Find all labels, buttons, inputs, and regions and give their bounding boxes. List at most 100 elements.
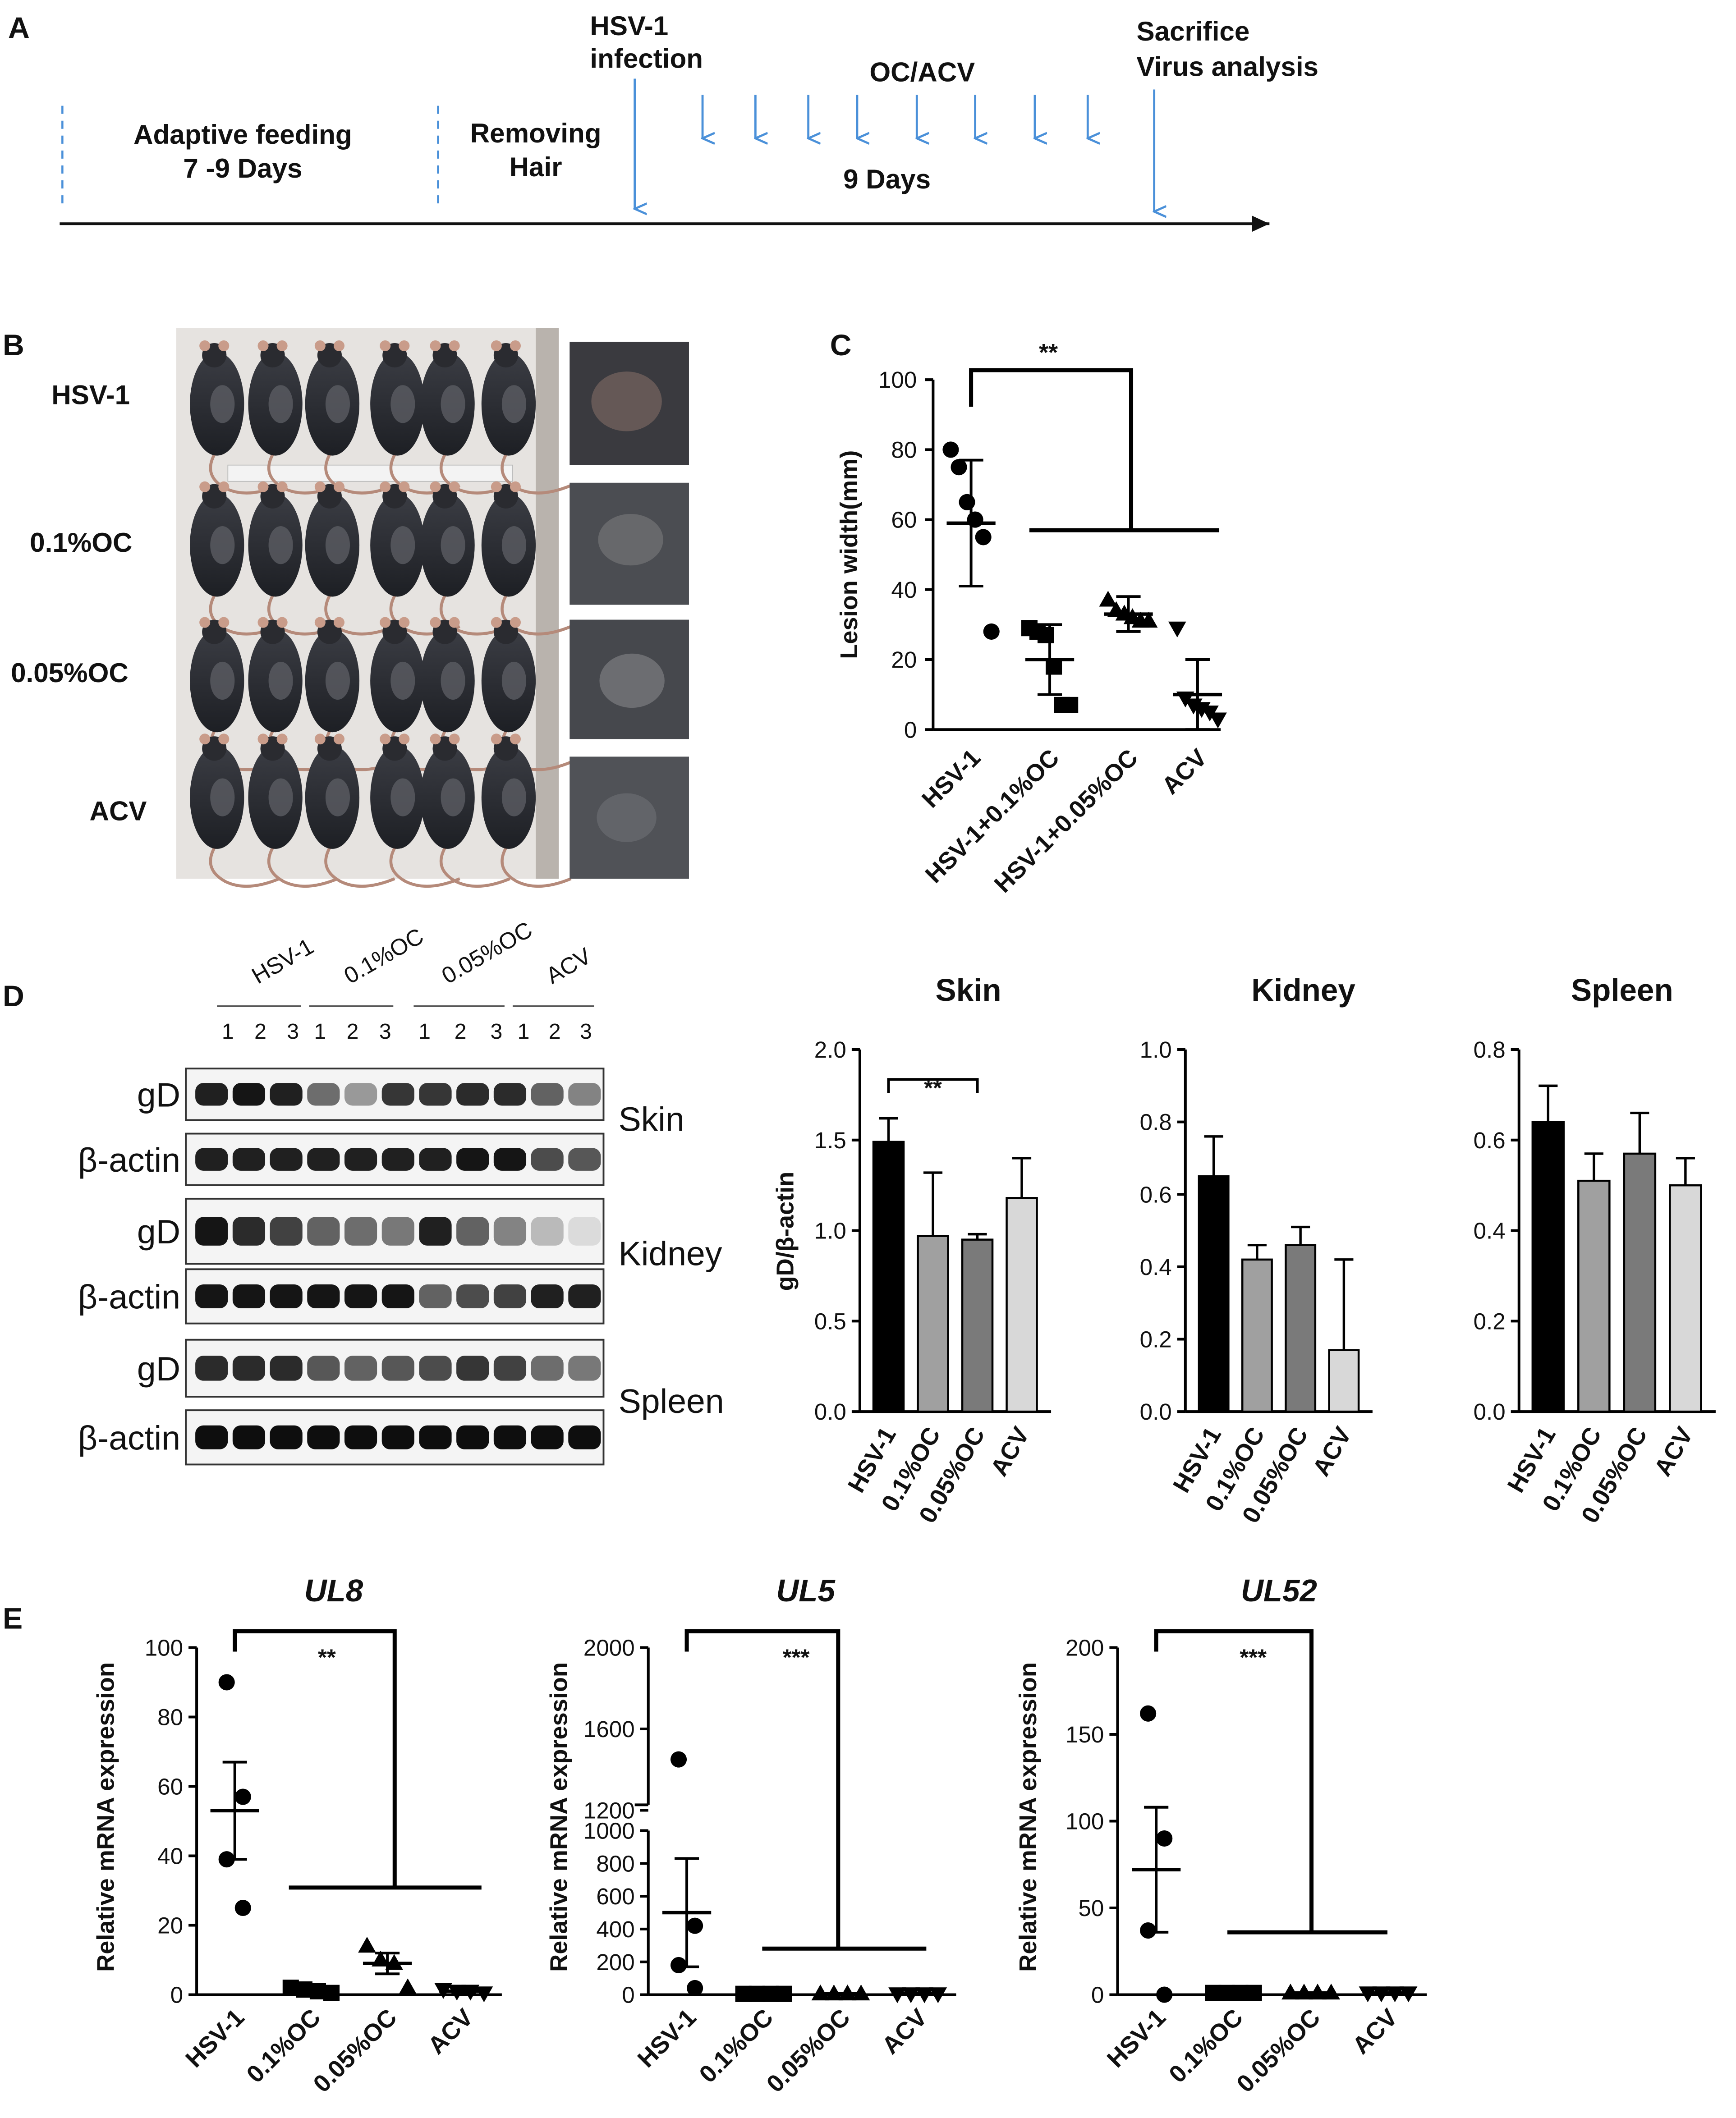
y-tick-label: 1200 — [583, 1797, 635, 1823]
blot-band — [493, 1217, 527, 1246]
mouse-ear — [314, 734, 326, 745]
lane-number: 1 — [314, 1019, 326, 1044]
mouse-ear — [218, 481, 230, 492]
y-tick-label: 60 — [157, 1774, 183, 1800]
x-tick-label: HSV-1 — [633, 2004, 702, 2073]
blot-band — [381, 1356, 414, 1381]
lane-number: 3 — [580, 1019, 592, 1044]
lesion-area — [325, 661, 350, 700]
y-tick-label: 200 — [1065, 1635, 1104, 1661]
lesion-area — [501, 778, 527, 816]
mouse-tail — [324, 843, 395, 888]
y-tick-label: 60 — [891, 507, 917, 533]
blot-band — [270, 1148, 303, 1171]
mouse-ear — [276, 734, 288, 745]
mouse-ear — [333, 734, 344, 745]
blot-band — [381, 1425, 414, 1449]
data-point — [1139, 611, 1158, 628]
y-tick-label: 0.8 — [1140, 1109, 1172, 1135]
lane-number: 1 — [222, 1019, 234, 1044]
data-point — [323, 1985, 340, 2001]
mouse-ear — [399, 340, 410, 352]
lesion-area — [210, 778, 235, 816]
lesion-area — [441, 526, 465, 564]
blot-band — [232, 1083, 266, 1106]
x-tick-label: 0.05%OC — [1231, 2004, 1325, 2098]
y-axis-label: gD/β-actin — [772, 1172, 799, 1291]
group-label-005oc: 0.05%OC — [11, 658, 129, 688]
y-tick-label: 0.2 — [1474, 1308, 1506, 1334]
y-tick-label: 1.0 — [1140, 1037, 1172, 1063]
blot-band — [493, 1083, 527, 1106]
blot-band — [419, 1284, 452, 1308]
y-tick-label: 0.0 — [1140, 1399, 1172, 1425]
y-tick-label: 0 — [904, 717, 917, 743]
blot-band — [568, 1356, 601, 1381]
significance-bracket — [684, 1629, 840, 1949]
data-point — [234, 1788, 251, 1805]
panel-c: C 0 20 40 60 80 100 Lesion width(mm) HSV-1HSV-1… — [830, 329, 1227, 898]
blot-band — [307, 1148, 340, 1171]
lesion-mark — [597, 793, 657, 842]
mice-rows — [190, 340, 572, 888]
lesion-area — [325, 526, 350, 564]
y-tick-label: 0 — [622, 1982, 634, 2008]
x-tick-label: ACV — [1308, 1422, 1357, 1481]
blot-row-label: gD — [137, 1213, 180, 1251]
blot-band — [419, 1425, 452, 1449]
sacrifice-label: Sacrifice — [1137, 16, 1250, 46]
mouse-ear — [380, 481, 391, 492]
blot-band — [456, 1148, 489, 1171]
mouse-ear — [276, 617, 288, 628]
spleen-bar-chart: Spleen0.00.20.40.60.8HSV-10.1%OC0.05%OCA… — [1474, 972, 1716, 1527]
y-tick-label: 1.0 — [814, 1218, 846, 1244]
blot-band — [270, 1356, 303, 1381]
y-tick-label: 0.4 — [1140, 1254, 1172, 1280]
photo-edge — [536, 328, 559, 879]
blot-band — [307, 1083, 340, 1106]
x-tick-label: 0.05%OC — [762, 2004, 855, 2098]
blot-band — [307, 1217, 340, 1246]
mouse-ear — [430, 481, 441, 492]
blot-band — [419, 1083, 452, 1106]
y-tick-label: 0 — [1091, 1982, 1104, 2008]
y-tick-label: 0.0 — [814, 1399, 846, 1425]
y-tick-label: 1.5 — [814, 1128, 846, 1153]
blot-band — [195, 1356, 228, 1381]
lane-number: 3 — [287, 1019, 299, 1044]
data-point — [1168, 621, 1186, 637]
blot-band — [531, 1083, 564, 1106]
blot-group-label: HSV-1 — [247, 933, 317, 989]
blot-band — [232, 1217, 266, 1246]
significance-stars: ** — [318, 1645, 336, 1670]
lane-number: 2 — [455, 1019, 467, 1044]
bar — [1623, 1152, 1657, 1413]
tissue-label: Spleen — [619, 1382, 724, 1420]
treatment-label: OC/ACV — [869, 57, 975, 87]
blot-band — [307, 1356, 340, 1381]
blot-band — [493, 1148, 527, 1171]
panel-b-label: B — [3, 329, 24, 362]
data-point — [1037, 627, 1054, 643]
significance-stars: *** — [1240, 1645, 1267, 1670]
panel-e-label: E — [3, 1602, 23, 1635]
blot-band — [531, 1148, 564, 1171]
blot-band — [344, 1083, 377, 1106]
blot-band — [270, 1217, 303, 1246]
blot-band — [568, 1148, 601, 1171]
removing-label: Removing — [470, 118, 602, 148]
mouse-ear — [430, 734, 441, 745]
x-tick-label: ACV — [877, 2004, 932, 2059]
blot-band — [531, 1425, 564, 1449]
x-tick-label: 0.05%OC — [308, 2004, 402, 2098]
y-tick-label: 0 — [170, 1982, 183, 2008]
y-tick-label: 800 — [596, 1851, 634, 1876]
treatment-arrows — [703, 95, 1088, 138]
bar — [1577, 1179, 1611, 1413]
x-tick-label: ACV — [1157, 744, 1212, 799]
lesion-width-chart: 0 20 40 60 80 100 Lesion width(mm) HSV-1HSV-1+0… — [836, 339, 1227, 898]
mouse-ear — [257, 734, 269, 745]
y-tick-label: 0.0 — [1474, 1399, 1506, 1425]
blot-band — [531, 1217, 564, 1246]
